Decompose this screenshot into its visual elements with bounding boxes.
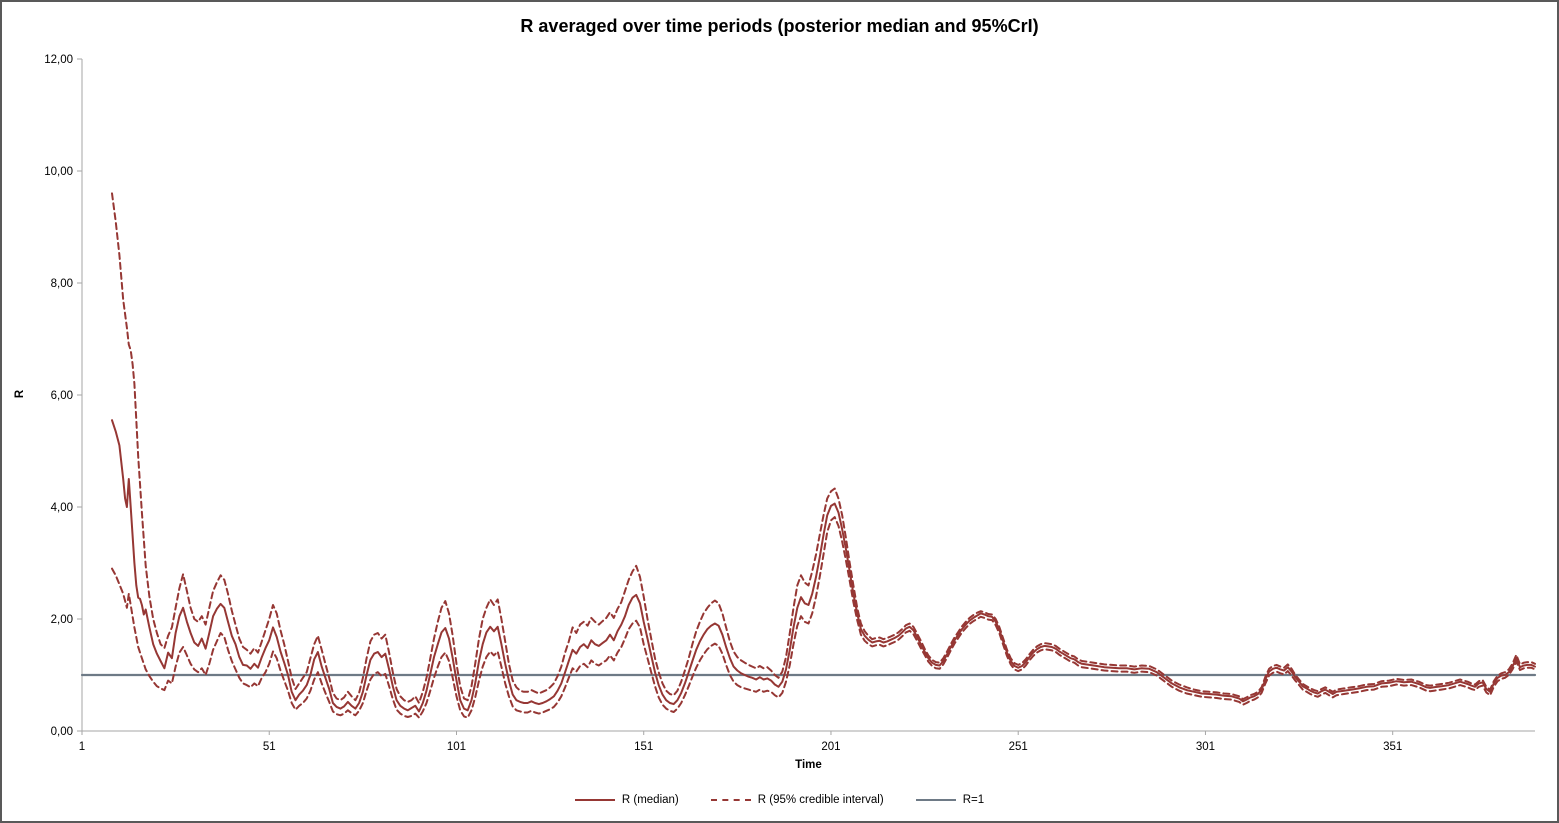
y-tick-label: 2,00 <box>51 614 73 626</box>
median-line <box>111 419 1536 713</box>
legend-item-r-equals-1: R=1 <box>915 794 985 806</box>
y-axis-title: R <box>14 389 27 399</box>
chart-title: R averaged over time periods (posterior … <box>520 16 1039 36</box>
x-tick-label: 251 <box>1009 741 1028 753</box>
y-tick-label: 12,00 <box>44 54 73 66</box>
y-tick-label: 4,00 <box>51 502 73 514</box>
legend-credible-interval-line-sample <box>710 799 751 801</box>
y-tick-label: 0,00 <box>51 726 73 738</box>
x-tick-label: 101 <box>447 741 466 753</box>
y-tick-label: 6,00 <box>51 390 73 402</box>
y-tick-label: 8,00 <box>51 278 73 290</box>
legend-item-median: R (median) <box>574 794 679 806</box>
x-tick-label: 151 <box>634 741 653 753</box>
legend-median-line-sample <box>574 799 615 801</box>
x-tick-label: 201 <box>821 741 840 753</box>
x-tick-label: 1 <box>79 741 85 753</box>
legend: R (median) R (95% credible interval) R=1 <box>2 794 1557 806</box>
x-tick-label: 351 <box>1383 741 1402 753</box>
legend-credible-interval-label: R (95% credible interval) <box>757 794 884 806</box>
legend-item-credible-interval: R (95% credible interval) <box>710 794 884 806</box>
x-tick-label: 51 <box>263 741 276 753</box>
x-tick-label: 301 <box>1196 741 1215 753</box>
ci-upper-line <box>111 192 1536 704</box>
ci-lower-line <box>111 516 1536 719</box>
y-tick-label: 10,00 <box>44 166 73 178</box>
legend-r-equals-1-label: R=1 <box>962 794 985 806</box>
x-axis-title: Time <box>795 759 822 771</box>
legend-r-equals-1-line-sample <box>915 799 956 801</box>
legend-median-label: R (median) <box>621 794 679 806</box>
